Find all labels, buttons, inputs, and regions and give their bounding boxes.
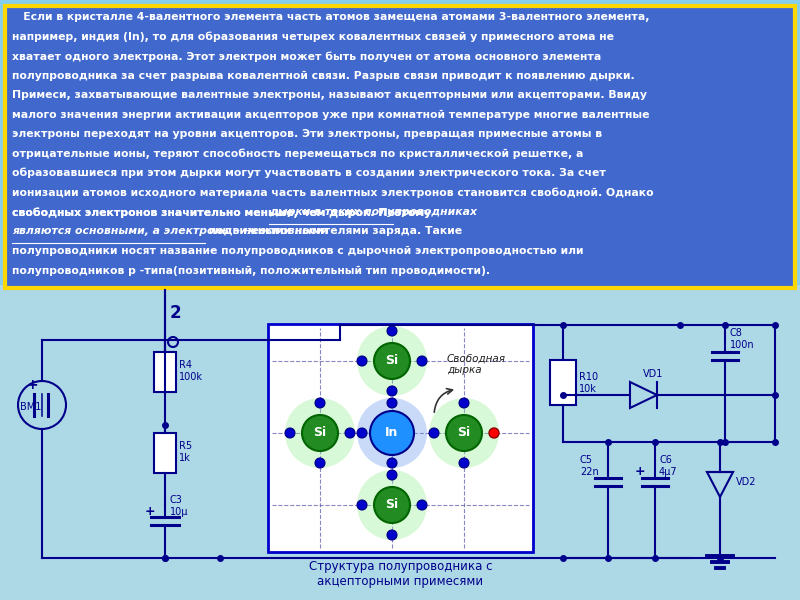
Circle shape (387, 386, 397, 396)
Circle shape (374, 343, 410, 379)
Text: например, индия (In), то для образования четырех ковалентных связей у примесного: например, индия (In), то для образования… (12, 31, 614, 42)
Circle shape (387, 458, 397, 468)
Text: являются основными, а электроны - неосновными: являются основными, а электроны - неосно… (12, 226, 329, 236)
Circle shape (489, 428, 499, 438)
Circle shape (370, 411, 414, 455)
Text: Свободная
дырка: Свободная дырка (447, 353, 506, 375)
Text: VD1: VD1 (643, 369, 663, 379)
Text: In: In (386, 427, 398, 439)
Text: свободных электронов значительно меньше, чем дырок. Поэтому дырки в таких полупр: свободных электронов значительно меньше,… (12, 207, 643, 217)
Text: 2: 2 (170, 304, 182, 322)
FancyBboxPatch shape (0, 285, 800, 600)
Text: Если в кристалле 4-валентного элемента часть атомов замещена атомами 3-валентног: Если в кристалле 4-валентного элемента ч… (12, 12, 650, 22)
Circle shape (315, 458, 325, 468)
Circle shape (345, 428, 355, 438)
Text: C6
4µ7: C6 4µ7 (659, 455, 678, 477)
Text: VD2: VD2 (736, 477, 757, 487)
Text: R5
1k: R5 1k (179, 442, 192, 463)
Text: свободных электронов значительно меньше, чем дырок. Поэтому: свободных электронов значительно меньше,… (12, 207, 435, 217)
Circle shape (357, 470, 427, 540)
Circle shape (302, 415, 338, 451)
Text: ионизации атомов исходного материала часть валентных электронов становится свобо: ионизации атомов исходного материала час… (12, 187, 654, 198)
Text: подвижными носителями заряда. Такие: подвижными носителями заряда. Такие (205, 226, 462, 236)
Text: Si: Si (386, 499, 398, 511)
Circle shape (387, 470, 397, 480)
Circle shape (374, 487, 410, 523)
Text: C3
10µ: C3 10µ (170, 496, 189, 517)
Circle shape (459, 398, 469, 408)
Circle shape (387, 530, 397, 540)
Text: дырки в таких полупроводниках: дырки в таких полупроводниках (269, 207, 477, 217)
Text: малого значения энергии активации акцепторов уже при комнатной температуре многи: малого значения энергии активации акцепт… (12, 109, 650, 119)
Text: +: + (635, 465, 646, 478)
Circle shape (429, 428, 439, 438)
FancyBboxPatch shape (154, 352, 176, 392)
Circle shape (429, 398, 499, 468)
FancyBboxPatch shape (550, 360, 576, 405)
Text: Примеси, захватывающие валентные электроны, называют акцепторными или акцепторам: Примеси, захватывающие валентные электро… (12, 90, 647, 100)
Circle shape (285, 398, 355, 468)
Circle shape (357, 398, 427, 468)
FancyBboxPatch shape (5, 6, 795, 288)
Text: +: + (26, 378, 38, 392)
Circle shape (357, 500, 367, 510)
Text: Структура полупроводника с
акцепторными примесями: Структура полупроводника с акцепторными … (309, 560, 492, 588)
Circle shape (285, 428, 295, 438)
FancyBboxPatch shape (268, 324, 533, 552)
Text: C5
22n: C5 22n (580, 455, 598, 477)
Text: C8
100n: C8 100n (730, 328, 754, 350)
Circle shape (446, 415, 482, 451)
Text: Si: Si (458, 427, 470, 439)
Text: +: + (145, 505, 156, 518)
Circle shape (315, 398, 325, 408)
Text: BМ1: BМ1 (20, 402, 42, 412)
Text: R10
10k: R10 10k (579, 373, 598, 394)
Text: электроны переходят на уровни акцепторов. Эти электроны, превращая примесные ато: электроны переходят на уровни акцепторов… (12, 129, 602, 139)
Text: свободных электронов значительно меньше, чем дырок. Поэтому: свободных электронов значительно меньше,… (12, 207, 435, 217)
Circle shape (387, 398, 397, 408)
Text: полупроводника за счет разрыва ковалентной связи. Разрыв связи приводит к появле: полупроводника за счет разрыва ковалентн… (12, 70, 634, 80)
FancyArrowPatch shape (434, 389, 453, 412)
Text: образовавшиеся при этом дырки могут участвовать в создании электрического тока. : образовавшиеся при этом дырки могут учас… (12, 168, 606, 179)
Circle shape (459, 458, 469, 468)
Text: R4
100k: R4 100k (179, 361, 203, 382)
Circle shape (417, 356, 427, 366)
Circle shape (387, 326, 397, 336)
Text: Si: Si (314, 427, 326, 439)
Text: хватает одного электрона. Этот электрон может быть получен от атома основного эл: хватает одного электрона. Этот электрон … (12, 51, 602, 61)
Circle shape (417, 500, 427, 510)
Text: полупроводники носят название полупроводников с дырочной электропроводностью или: полупроводники носят название полупровод… (12, 246, 583, 256)
Circle shape (357, 356, 367, 366)
Circle shape (357, 428, 367, 438)
Text: полупроводников р -типа(позитивный, положительный тип проводимости).: полупроводников р -типа(позитивный, поло… (12, 265, 490, 275)
Circle shape (357, 326, 427, 396)
Text: Si: Si (386, 355, 398, 367)
FancyBboxPatch shape (154, 433, 176, 473)
Text: отрицательные ионы, теряют способность перемещаться по кристаллической решетке, : отрицательные ионы, теряют способность п… (12, 148, 583, 159)
